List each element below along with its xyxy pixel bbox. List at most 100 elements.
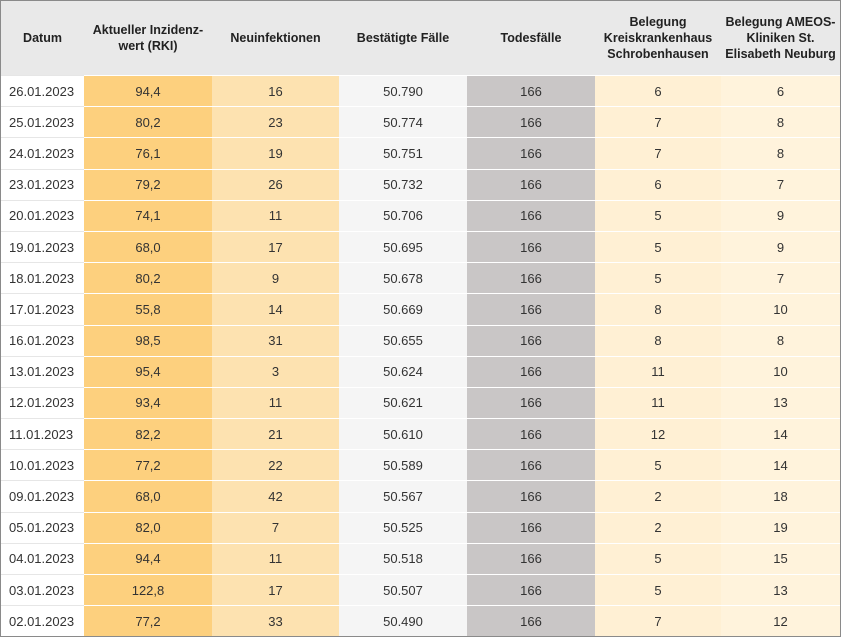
table-cell: 166 [467, 605, 595, 636]
table-cell: 09.01.2023 [1, 480, 84, 513]
table-cell: 7 [595, 605, 721, 636]
table-cell: 166 [467, 199, 595, 232]
table-cell: 21 [212, 418, 339, 450]
table-cell: 2 [595, 511, 721, 544]
table-cell: 166 [467, 573, 595, 606]
table-cell: 22 [212, 449, 339, 481]
table-cell: 166 [467, 386, 595, 419]
table-cell: 50.525 [339, 511, 467, 544]
table-cell: 23.01.2023 [1, 168, 84, 201]
table-row: 12.01.2023 93,4 11 50.621 166 11 13 [1, 386, 840, 419]
table-cell: 5 [595, 542, 721, 575]
table-cell: 82,2 [84, 418, 212, 450]
table-cell: 93,4 [84, 386, 212, 419]
table-row: 11.01.2023 82,2 21 50.610 166 12 14 [1, 418, 840, 450]
table-cell: 50.655 [339, 324, 467, 357]
column-header: Belegung Kreiskrankenhaus Schrobenhausen [595, 1, 721, 76]
table-row: 16.01.2023 98,5 31 50.655 166 8 8 [1, 324, 840, 357]
table-cell: 12.01.2023 [1, 386, 84, 419]
table-cell: 166 [467, 106, 595, 138]
table-cell: 9 [721, 230, 840, 263]
table-cell: 50.751 [339, 137, 467, 170]
table-cell: 166 [467, 355, 595, 388]
table-cell: 11 [212, 542, 339, 575]
table-cell: 5 [595, 262, 721, 294]
table-cell: 7 [595, 106, 721, 138]
table-cell: 23 [212, 106, 339, 138]
table-cell: 10 [721, 293, 840, 325]
table-cell: 9 [721, 199, 840, 232]
table-cell: 8 [595, 324, 721, 357]
table-row: 25.01.2023 80,2 23 50.774 166 7 8 [1, 106, 840, 138]
table-cell: 26 [212, 168, 339, 201]
table-cell: 74,1 [84, 199, 212, 232]
table-cell: 50.621 [339, 386, 467, 419]
table-row: 17.01.2023 55,8 14 50.669 166 8 10 [1, 293, 840, 325]
table-cell: 94,4 [84, 542, 212, 575]
table-cell: 94,4 [84, 74, 212, 107]
table-row: 26.01.2023 94,4 16 50.790 166 6 6 [1, 74, 840, 107]
table-cell: 50.567 [339, 480, 467, 513]
table-cell: 80,2 [84, 106, 212, 138]
table-cell: 14 [721, 418, 840, 450]
table-cell: 50.589 [339, 449, 467, 481]
table-cell: 7 [721, 168, 840, 201]
table-cell: 9 [212, 262, 339, 294]
table-cell: 166 [467, 542, 595, 575]
table-cell: 6 [721, 74, 840, 107]
table-cell: 166 [467, 262, 595, 294]
table-cell: 20.01.2023 [1, 199, 84, 232]
table-cell: 8 [721, 324, 840, 357]
table-cell: 26.01.2023 [1, 74, 84, 107]
table-cell: 8 [595, 293, 721, 325]
table-cell: 166 [467, 230, 595, 263]
table-cell: 82,0 [84, 511, 212, 544]
table-cell: 50.624 [339, 355, 467, 388]
table-cell: 16 [212, 74, 339, 107]
table-cell: 02.01.2023 [1, 605, 84, 636]
table-cell: 80,2 [84, 262, 212, 294]
table-cell: 50.610 [339, 418, 467, 450]
column-header: Aktueller Inzidenz-wert (RKI) [84, 1, 212, 76]
table-cell: 50.669 [339, 293, 467, 325]
table-cell: 77,2 [84, 449, 212, 481]
table-cell: 05.01.2023 [1, 511, 84, 544]
table-cell: 166 [467, 168, 595, 201]
table-cell: 16.01.2023 [1, 324, 84, 357]
table-cell: 10 [721, 355, 840, 388]
table-cell: 14 [721, 449, 840, 481]
table-cell: 18.01.2023 [1, 262, 84, 294]
table-cell: 50.732 [339, 168, 467, 201]
table-cell: 13 [721, 386, 840, 419]
table-cell: 166 [467, 511, 595, 544]
table-cell: 50.695 [339, 230, 467, 263]
table-row: 04.01.2023 94,4 11 50.518 166 5 15 [1, 542, 840, 575]
table-cell: 50.774 [339, 106, 467, 138]
table-row: 23.01.2023 79,2 26 50.732 166 6 7 [1, 168, 840, 201]
table-row: 19.01.2023 68,0 17 50.695 166 5 9 [1, 230, 840, 263]
table-cell: 79,2 [84, 168, 212, 201]
table-row: 13.01.2023 95,4 3 50.624 166 11 10 [1, 355, 840, 388]
table-cell: 03.01.2023 [1, 573, 84, 606]
table-cell: 13 [721, 573, 840, 606]
table-cell: 166 [467, 480, 595, 513]
table-cell: 18 [721, 480, 840, 513]
table-cell: 68,0 [84, 230, 212, 263]
table-cell: 31 [212, 324, 339, 357]
table-cell: 15 [721, 542, 840, 575]
table-cell: 68,0 [84, 480, 212, 513]
table-cell: 5 [595, 573, 721, 606]
table-row: 02.01.2023 77,2 33 50.490 166 7 12 [1, 605, 840, 636]
table-cell: 95,4 [84, 355, 212, 388]
table-cell: 33 [212, 605, 339, 636]
table-cell: 12 [595, 418, 721, 450]
table-cell: 166 [467, 74, 595, 107]
table-cell: 50.490 [339, 605, 467, 636]
table-cell: 8 [721, 106, 840, 138]
table-cell: 166 [467, 293, 595, 325]
table-cell: 7 [595, 137, 721, 170]
table-cell: 50.678 [339, 262, 467, 294]
table-row: 09.01.2023 68,0 42 50.567 166 2 18 [1, 480, 840, 513]
table-cell: 6 [595, 74, 721, 107]
